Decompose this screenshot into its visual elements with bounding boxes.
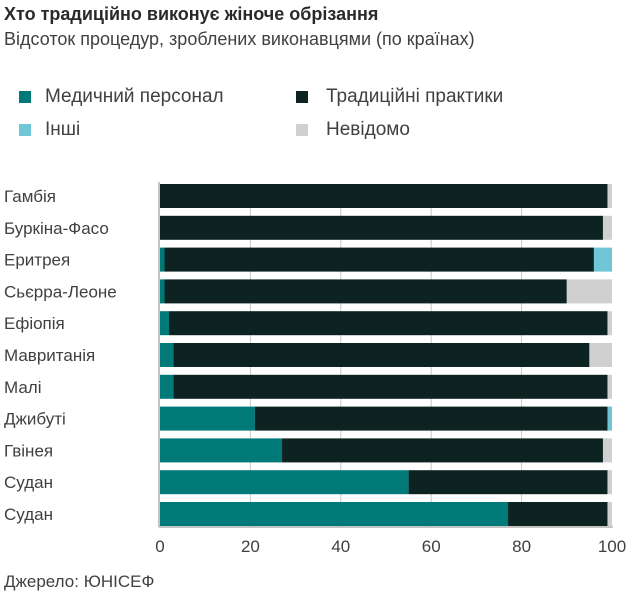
bar-segment-medical xyxy=(160,438,283,463)
source-note: Джерело: ЮНІСЕФ xyxy=(4,572,155,591)
bar-segment-unknown xyxy=(566,279,612,304)
bar-segment-traditional xyxy=(173,374,608,399)
category-label: Малі xyxy=(4,378,42,397)
bar-segment-traditional xyxy=(160,184,608,208)
x-tick-label: 0 xyxy=(155,537,164,556)
legend-swatch-traditional xyxy=(296,91,308,103)
bar-segment-traditional xyxy=(173,343,590,367)
bar-segment-medical xyxy=(160,247,165,272)
bar-segment-traditional xyxy=(508,502,608,526)
legend-label: Невідомо xyxy=(326,119,410,140)
category-label: Джибуті xyxy=(4,410,66,429)
bar-segment-unknown xyxy=(607,470,612,495)
bar-segment-medical xyxy=(160,406,255,431)
bar-segment-traditional xyxy=(254,406,608,431)
bar-segment-traditional xyxy=(282,438,603,463)
bar-segment-traditional xyxy=(160,215,603,240)
category-label: Судан xyxy=(4,505,53,524)
x-tick-label: 100 xyxy=(598,537,626,556)
bar-segment-unknown xyxy=(607,374,612,399)
bar-segment-medical xyxy=(160,502,509,526)
legend-swatch-medical xyxy=(19,91,31,103)
category-label: Сьєрра-Леоне xyxy=(4,282,117,301)
bar-segment-medical xyxy=(160,470,409,495)
bar-segment-traditional xyxy=(169,311,608,336)
x-tick-label: 60 xyxy=(422,537,441,556)
bar-segment-unknown xyxy=(607,311,612,336)
category-label: Еритрея xyxy=(4,251,70,270)
category-label: Гамбія xyxy=(4,187,56,206)
legend-swatch-unknown xyxy=(296,124,308,136)
bar-segment-medical xyxy=(160,279,165,304)
legend-label: Традиційні практики xyxy=(326,86,504,107)
bar-segment-unknown xyxy=(607,184,612,208)
legend-item-unknown: Невідомо xyxy=(296,119,410,141)
x-tick-label: 80 xyxy=(512,537,531,556)
bar-segment-traditional xyxy=(408,470,608,495)
bar-segment-unknown xyxy=(607,502,612,526)
category-label: Гвінея xyxy=(4,441,53,460)
category-label: Ефіопія xyxy=(4,314,65,333)
bar-segment-unknown xyxy=(602,438,612,463)
bar-segment-traditional xyxy=(164,279,567,304)
bar-segment-traditional xyxy=(164,247,594,272)
x-tick-label: 40 xyxy=(331,537,350,556)
category-label: Судан xyxy=(4,473,53,492)
legend-label: Медичний персонал xyxy=(45,86,224,107)
category-label: Мавританія xyxy=(4,346,95,365)
bar-segment-unknown xyxy=(589,343,612,367)
x-tick-label: 20 xyxy=(241,537,260,556)
bar-segment-other xyxy=(593,247,612,272)
bar-segment-unknown xyxy=(602,215,612,240)
legend-label: Інші xyxy=(45,119,81,140)
legend-item-medical: Медичний персонал xyxy=(19,86,224,108)
legend-swatch-other xyxy=(19,124,31,136)
legend-item-other: Інші xyxy=(19,119,80,141)
legend-item-traditional: Традиційні практики xyxy=(296,86,503,108)
category-label: Буркіна-Фасо xyxy=(4,219,109,238)
chart-subtitle: Відсоток процедур, зроблених виконавцями… xyxy=(4,29,475,49)
bar-segment-medical xyxy=(160,374,174,399)
bar-segment-medical xyxy=(160,343,174,367)
chart-title: Хто традиційно виконує жіноче обрізання xyxy=(4,4,379,24)
bar-segment-other xyxy=(607,406,612,431)
bar-segment-medical xyxy=(160,311,170,336)
